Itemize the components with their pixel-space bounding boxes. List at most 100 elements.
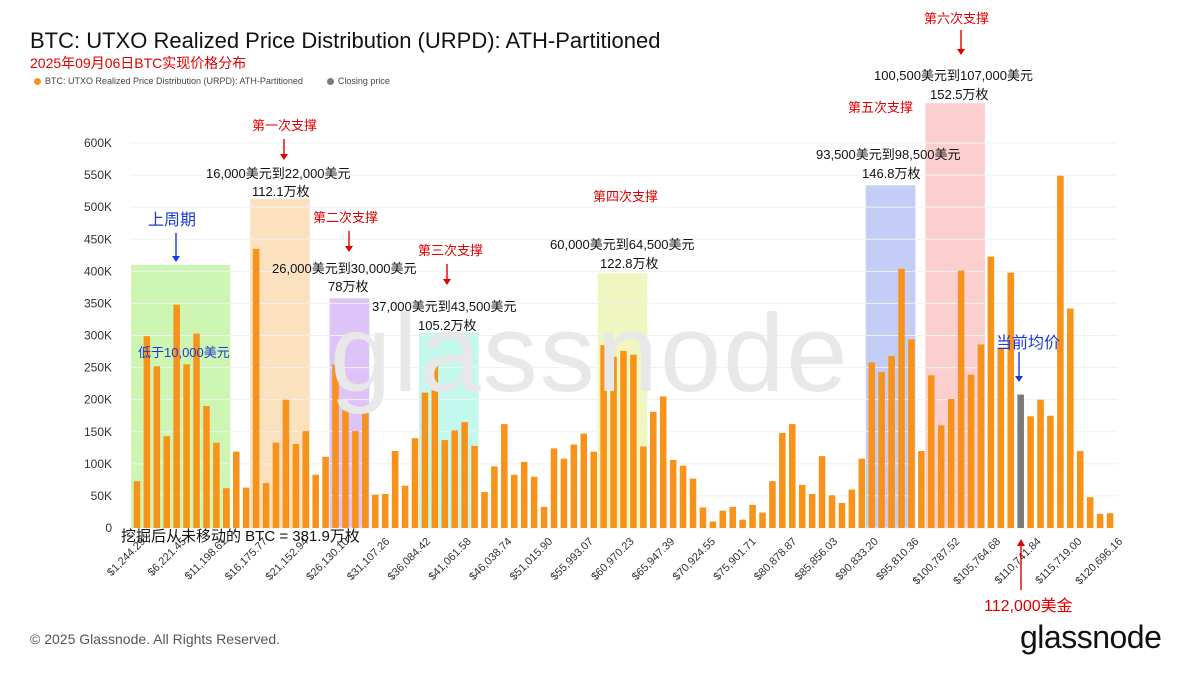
- x-tick-label: $65,947.39: [630, 536, 677, 583]
- chart-title: BTC: UTXO Realized Price Distribution (U…: [30, 28, 661, 53]
- urpd-bar: [908, 339, 915, 528]
- urpd-bar: [779, 433, 786, 528]
- urpd-bar: [252, 248, 260, 528]
- urpd-bar: [1037, 399, 1044, 528]
- urpd-bar: [1067, 308, 1074, 528]
- urpd-bar: [838, 502, 846, 528]
- urpd-bar: [858, 458, 866, 528]
- annotation-support-3-range: 37,000美元到43,500美元: [372, 299, 517, 314]
- urpd-bar: [1076, 451, 1084, 528]
- zone-support-6: [925, 103, 985, 528]
- urpd-bar: [292, 443, 300, 528]
- urpd-bar: [918, 451, 925, 528]
- urpd-bar: [332, 364, 339, 528]
- y-tick-label: 450K: [84, 232, 112, 246]
- urpd-bar: [391, 451, 399, 528]
- urpd-bar: [888, 356, 895, 528]
- urpd-bar: [818, 456, 826, 528]
- legend-item-urpd[interactable]: BTC: UTXO Realized Price Distribution (U…: [34, 76, 303, 86]
- urpd-bar: [898, 268, 905, 528]
- urpd-bar: [183, 364, 190, 528]
- urpd-bar: [342, 410, 349, 528]
- annotation-112k: 112,000美金: [984, 598, 1073, 615]
- x-tick-label: $80,878.87: [752, 536, 799, 583]
- y-tick-label: 550K: [84, 168, 112, 182]
- urpd-bar: [957, 270, 965, 528]
- urpd-bar: [371, 494, 379, 528]
- legend-swatch-gray-icon: [326, 77, 334, 85]
- urpd-bar: [1106, 513, 1114, 528]
- urpd-bar: [580, 433, 588, 528]
- annotation-support-3-amount: 105.2万枚: [418, 318, 477, 333]
- urpd-bar: [997, 347, 1005, 528]
- urpd-bar: [401, 485, 409, 528]
- legend-item-closing-price[interactable]: Closing price: [326, 76, 390, 86]
- urpd-bar: [1086, 497, 1094, 528]
- urpd-bar: [322, 456, 329, 528]
- urpd-bar: [481, 492, 488, 528]
- urpd-bar: [590, 451, 597, 528]
- urpd-bar: [729, 506, 736, 528]
- urpd-bar: [650, 411, 657, 528]
- y-tick-label: 400K: [84, 264, 112, 278]
- annotation-support-2-amount: 78万枚: [328, 279, 369, 294]
- annotation-support-5-range: 93,500美元到98,500美元: [816, 147, 961, 162]
- urpd-bar: [193, 333, 200, 528]
- urpd-bar: [739, 519, 746, 528]
- zone-support-1: [250, 198, 310, 528]
- urpd-bar: [659, 396, 667, 528]
- y-tick-label: 0: [105, 521, 112, 535]
- y-tick-label: 50K: [91, 489, 112, 503]
- arrow-support-3-head-icon: [443, 279, 451, 285]
- urpd-bar: [967, 374, 975, 528]
- urpd-bar: [282, 399, 290, 528]
- urpd-bar: [312, 474, 319, 528]
- urpd-bar: [610, 356, 617, 528]
- urpd-bar: [352, 431, 359, 528]
- urpd-bar: [1027, 416, 1034, 528]
- urpd-bar: [868, 362, 876, 528]
- urpd-bar: [848, 489, 856, 528]
- y-tick-label: 250K: [84, 361, 112, 375]
- urpd-bar: [749, 504, 756, 528]
- arrow-support-6-head-icon: [957, 49, 965, 55]
- x-tick-label: $85,856.03: [793, 536, 840, 583]
- bars: [133, 175, 1114, 528]
- urpd-bar: [1047, 415, 1054, 528]
- urpd-bar: [928, 375, 935, 528]
- y-tick-label: 350K: [84, 296, 112, 310]
- urpd-bar: [511, 474, 518, 528]
- urpd-bar: [242, 487, 250, 528]
- urpd-bar: [679, 465, 687, 528]
- urpd-bar: [719, 510, 727, 528]
- annotation-support-1-title: 第一次支撑: [252, 118, 318, 133]
- urpd-bar: [620, 350, 627, 528]
- annotation-average-price: 当前均价: [996, 335, 1061, 352]
- urpd-bar: [471, 445, 478, 528]
- annotation-support-4-range: 60,000美元到64,500美元: [550, 237, 695, 252]
- y-tick-label: 200K: [84, 393, 112, 407]
- annotation-below-10k: 低于10,000美元: [138, 345, 230, 360]
- urpd-bar: [223, 488, 230, 528]
- arrow-support-2-head-icon: [345, 246, 353, 252]
- annotation-support-6-range: 100,500美元到107,000美元: [874, 68, 1033, 83]
- annotation-support-1-amount: 112.1万枚: [252, 184, 310, 199]
- urpd-bar: [203, 406, 210, 528]
- urpd-bar: [441, 440, 449, 528]
- glassnode-logo[interactable]: glassnode: [1020, 619, 1162, 655]
- urpd-bar: [550, 448, 558, 528]
- urpd-bar: [411, 438, 419, 528]
- x-tick-label: $55,993.07: [549, 536, 596, 583]
- urpd-bar: [302, 431, 310, 528]
- urpd-bar: [173, 304, 180, 528]
- x-tick-label: $51,015.90: [508, 536, 555, 583]
- urpd-bar: [1007, 272, 1015, 528]
- x-tick-label: $46,038.74: [467, 536, 514, 583]
- y-tick-label: 500K: [84, 200, 112, 214]
- watermark: glassnode: [330, 292, 850, 415]
- urpd-bar: [461, 422, 468, 528]
- urpd-bar: [798, 485, 806, 528]
- legend: BTC: UTXO Realized Price Distribution (U…: [34, 76, 408, 86]
- urpd-bar: [789, 424, 796, 528]
- urpd-bar: [987, 256, 995, 528]
